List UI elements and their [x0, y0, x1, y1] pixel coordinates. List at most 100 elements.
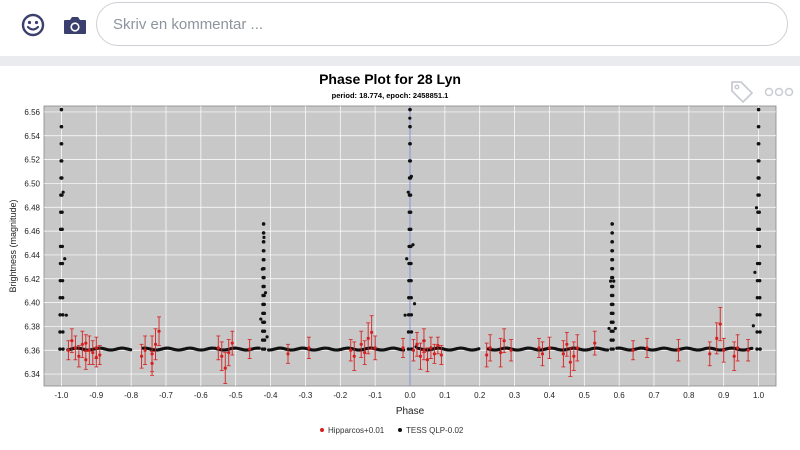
tess-dip-point	[262, 320, 267, 324]
hipparcos-point	[150, 361, 154, 365]
hipparcos-point	[66, 348, 70, 352]
tess-dip-point	[60, 296, 65, 300]
tess-dip-point	[757, 193, 761, 197]
tess-dip-point	[611, 320, 615, 324]
x-tick-label: -0.8	[124, 391, 138, 400]
tess-point	[129, 348, 133, 352]
legend-marker-tess	[398, 428, 402, 432]
legend-hipparcos: Hipparcos+0.01	[328, 426, 385, 435]
hipparcos-point	[352, 354, 356, 358]
tess-dip-point	[60, 261, 65, 266]
hipparcos-point	[91, 351, 95, 355]
camera-icon[interactable]	[60, 10, 90, 40]
x-tick-label: -0.9	[89, 391, 103, 400]
hipparcos-point	[223, 366, 227, 370]
tag-icon[interactable]	[728, 78, 756, 106]
hipparcos-point	[415, 342, 419, 346]
hipparcos-point	[411, 348, 416, 352]
tess-point	[64, 313, 68, 317]
hipparcos-point	[87, 348, 91, 352]
hipparcos-point	[307, 346, 311, 350]
smiley-icon[interactable]	[18, 10, 48, 40]
hipparcos-point	[366, 336, 370, 340]
tess-dip-point	[610, 240, 615, 244]
hipparcos-point	[359, 342, 363, 346]
tess-dip-point	[406, 347, 411, 351]
phase-plot-chart: Phase Plot for 28 Lyn period: 18.774, ep…	[8, 71, 777, 435]
y-tick-label: 6.40	[24, 299, 40, 308]
tess-dip-point	[60, 193, 64, 197]
y-tick-label: 6.54	[24, 132, 40, 141]
tess-dip-point	[60, 227, 64, 232]
hipparcos-point	[418, 354, 423, 358]
tess-dip-point	[262, 258, 266, 262]
x-tick-label: 0.4	[544, 391, 556, 400]
hipparcos-point	[373, 346, 377, 350]
x-tick-label: -1.0	[55, 391, 69, 400]
hipparcos-point	[94, 355, 98, 360]
tess-dip-point	[59, 107, 64, 112]
hipparcos-point	[73, 346, 77, 350]
y-tick-label: 6.36	[24, 346, 40, 355]
y-tick-label: 6.56	[24, 108, 40, 117]
hipparcos-point	[676, 348, 681, 352]
tess-dip-point	[60, 244, 65, 249]
tess-dip-point	[757, 261, 762, 266]
hipparcos-point	[349, 348, 353, 352]
hipparcos-point	[216, 346, 220, 350]
tess-dip-point	[755, 347, 759, 351]
tess-dip-point	[61, 347, 65, 351]
hipparcos-point	[429, 346, 433, 350]
hipparcos-point	[80, 342, 84, 346]
tess-point	[751, 324, 755, 328]
tess-dip-point	[758, 296, 762, 300]
tess-dip-point	[61, 330, 65, 334]
more-options-icon[interactable]	[764, 84, 794, 100]
tess-dip-point	[262, 311, 267, 316]
tess-dip-point	[757, 176, 761, 180]
tess-dip-point	[409, 278, 413, 283]
tess-dip-point	[611, 311, 615, 316]
tess-dip-point	[408, 107, 412, 112]
tess-point	[754, 206, 759, 210]
tess-dip-point	[406, 330, 411, 334]
tess-dip-point	[755, 313, 759, 317]
tess-point	[265, 335, 269, 339]
hipparcos-point	[286, 352, 290, 356]
tess-dip-point	[757, 210, 761, 214]
hipparcos-point	[565, 342, 569, 346]
hipparcos-point	[593, 341, 597, 345]
tess-dip-point	[262, 329, 267, 333]
hipparcos-point	[248, 347, 252, 351]
tess-dip-point	[757, 159, 761, 163]
hipparcos-point	[485, 353, 489, 357]
x-tick-label: -0.4	[264, 391, 278, 400]
tess-dip-point	[611, 329, 615, 333]
x-tick-label: -0.6	[194, 391, 208, 400]
tess-dip-point	[408, 142, 412, 146]
hipparcos-point	[575, 346, 579, 350]
tess-dip-point	[408, 159, 413, 163]
hipparcos-point	[140, 354, 144, 358]
y-tick-label: 6.46	[24, 227, 40, 236]
comment-input[interactable]	[111, 14, 773, 34]
x-tick-label: 0.0	[404, 391, 416, 400]
y-tick-label: 6.42	[24, 275, 40, 284]
hipparcos-point	[732, 354, 736, 358]
y-tick-label: 6.50	[24, 179, 40, 188]
tess-dip-point	[409, 227, 413, 232]
tess-dip-point	[262, 347, 267, 351]
tess-dip-point	[408, 124, 412, 129]
tess-dip-point	[58, 313, 62, 317]
hipparcos-point	[439, 353, 443, 357]
tess-point	[406, 190, 410, 194]
tess-dip-point	[758, 347, 762, 351]
hipparcos-point	[370, 330, 374, 334]
tess-dip-point	[409, 296, 413, 300]
hipparcos-point	[488, 346, 492, 350]
tess-dip-point	[262, 266, 266, 271]
hipparcos-point	[77, 354, 81, 358]
hipparcos-point	[736, 346, 740, 350]
legend: Hipparcos+0.01 TESS QLP-0.02	[320, 426, 464, 435]
hipparcos-point	[540, 352, 545, 356]
